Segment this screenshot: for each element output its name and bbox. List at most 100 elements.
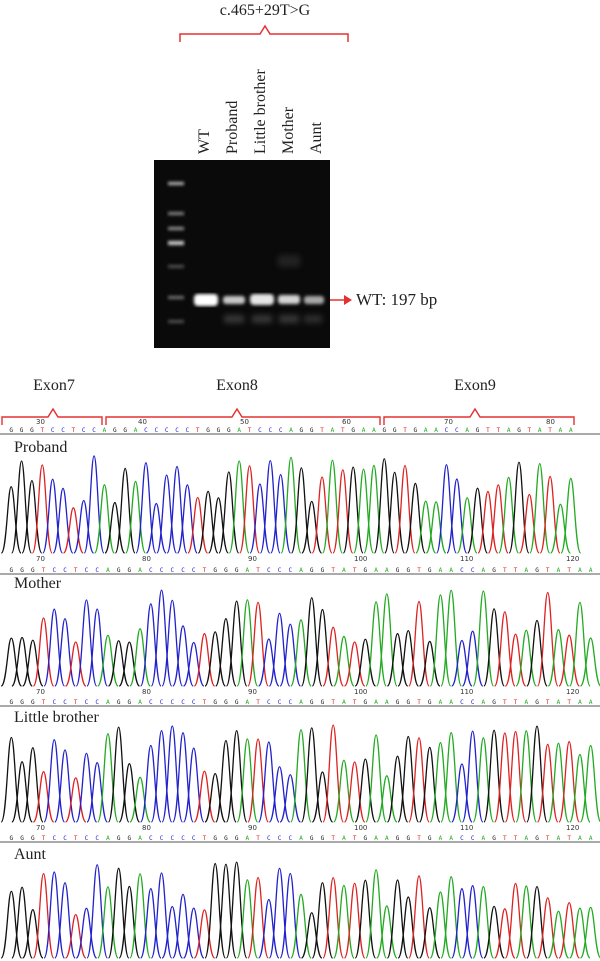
trace-peak <box>301 500 323 554</box>
base-call: T <box>496 427 500 434</box>
base-call: C <box>278 699 282 706</box>
base-call: C <box>52 567 56 574</box>
trace-peak <box>394 464 416 554</box>
base-call: T <box>417 699 421 706</box>
base-call: C <box>63 567 67 574</box>
base-call: G <box>393 427 397 434</box>
base-call: A <box>385 699 389 706</box>
base-call: T <box>248 427 252 434</box>
exon9-bracket <box>383 407 575 425</box>
trace-peak <box>166 465 188 554</box>
base-call: C <box>160 567 164 574</box>
base-call: A <box>589 699 593 706</box>
base-call: C <box>160 699 164 706</box>
base-call: C <box>278 835 282 842</box>
trace-peak <box>107 640 130 687</box>
trace-peak <box>207 497 229 554</box>
trace-peak <box>493 732 516 823</box>
trace-peak <box>333 635 355 687</box>
trace-peak <box>373 458 395 554</box>
base-call: G <box>396 567 400 574</box>
base-call: C <box>85 835 89 842</box>
base-call: T <box>503 699 507 706</box>
base-call: G <box>310 835 314 842</box>
base-call: A <box>557 835 561 842</box>
trace-peak <box>311 608 334 687</box>
base-call: C <box>192 835 196 842</box>
trace-peak <box>451 639 473 687</box>
base-call: T <box>503 567 507 574</box>
base-call: C <box>460 567 464 574</box>
trace-peak <box>461 730 484 823</box>
base-call: G <box>535 835 539 842</box>
base-call: G <box>396 699 400 706</box>
trace-peak <box>440 876 463 959</box>
base-call: C <box>95 699 99 706</box>
base-call: G <box>213 699 217 706</box>
trace-peak <box>418 640 441 687</box>
base-call: A <box>299 567 303 574</box>
base-call: A <box>559 427 563 434</box>
trace-peak <box>0 890 23 959</box>
trace-peak <box>31 464 53 554</box>
base-call: T <box>203 835 207 842</box>
trace-peak <box>182 641 205 687</box>
position-tick-label: 90 <box>248 555 257 563</box>
trace-peak <box>32 617 55 687</box>
trace-peak <box>0 736 23 823</box>
trace-peak <box>343 641 366 687</box>
position-tick-label: 90 <box>248 688 257 696</box>
trace-peak <box>21 909 44 959</box>
trace-peak <box>333 884 355 959</box>
trace-peak <box>569 753 591 823</box>
base-call: A <box>299 835 303 842</box>
base-call: C <box>267 835 271 842</box>
base-call: G <box>535 567 539 574</box>
base-call: T <box>548 427 552 434</box>
trace-peak <box>54 749 76 823</box>
trace-peak <box>11 636 33 687</box>
base-call: T <box>353 835 357 842</box>
base-call: G <box>217 427 221 434</box>
trace-peak <box>493 611 516 687</box>
trace-peak <box>0 637 23 687</box>
base-call: C <box>165 427 169 434</box>
base-call: A <box>449 699 453 706</box>
trace-peak <box>515 629 538 687</box>
trace-peak <box>11 886 33 959</box>
base-call: A <box>289 427 293 434</box>
trace-peak <box>43 871 66 959</box>
trace-peak <box>268 766 291 823</box>
base-call: T <box>72 427 76 434</box>
base-call: A <box>557 699 561 706</box>
trace-peak <box>279 623 302 687</box>
trace-peak <box>93 484 115 554</box>
base-call: G <box>428 699 432 706</box>
trace-peak <box>418 746 441 823</box>
base-call: A <box>374 567 378 574</box>
trace-peak <box>384 471 406 554</box>
base-call: C <box>186 427 190 434</box>
trace-peak <box>461 630 484 687</box>
base-call: A <box>578 699 582 706</box>
base-call: C <box>471 699 475 706</box>
trace-peak <box>129 873 151 959</box>
base-call: T <box>74 699 78 706</box>
base-call: G <box>9 427 13 434</box>
trace-peak <box>21 747 44 823</box>
trace-peak <box>104 501 126 554</box>
trace-peak <box>215 618 237 687</box>
base-call: T <box>42 699 46 706</box>
trace-peak <box>518 493 540 554</box>
base-call: T <box>42 567 46 574</box>
base-call: C <box>95 835 99 842</box>
base-call: A <box>106 699 110 706</box>
trace-peak <box>397 896 420 959</box>
gel-image <box>154 160 330 348</box>
base-call: C <box>278 567 282 574</box>
base-call: T <box>40 427 44 434</box>
base-call: A <box>106 835 110 842</box>
base-call: T <box>546 567 550 574</box>
panel-label-little-brother: Little brother <box>14 709 99 726</box>
trace-peak <box>279 774 302 823</box>
